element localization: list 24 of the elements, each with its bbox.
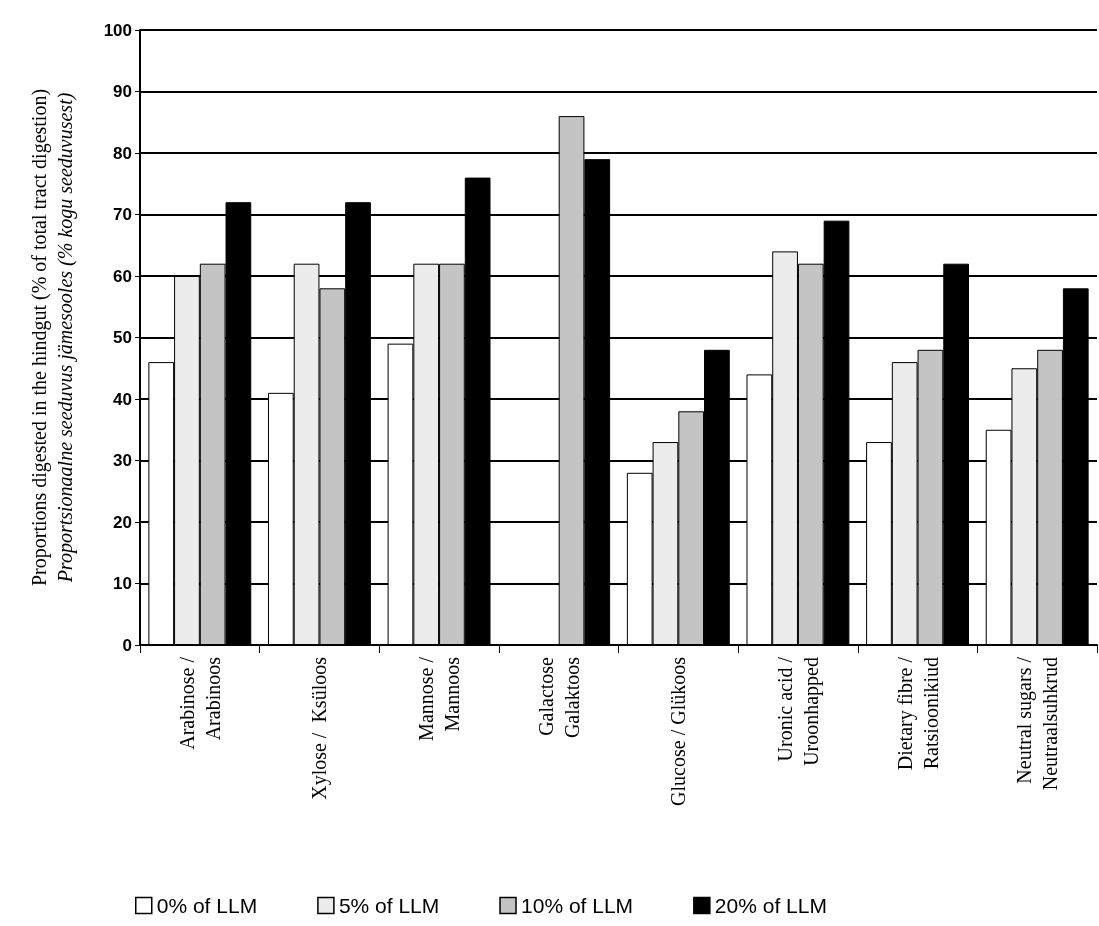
legend-label: 20% of LLM xyxy=(714,894,827,917)
x-tick-label: Glucose / Glükoos xyxy=(667,656,690,806)
y-tick-label: 50 xyxy=(113,328,132,347)
x-tick-label: Galactose Galaktoos xyxy=(534,656,583,739)
y-tick-label: 60 xyxy=(113,266,132,286)
y-tick-label: 70 xyxy=(113,205,132,224)
y-tick-label: 20 xyxy=(113,512,132,532)
y-axis-title: Proportions digested in the hindgut (% of total tract digestion) Proportsionaalne seeduvus jämesooles (% kogu seeduvusest) xyxy=(28,88,77,587)
y-tick-label: 10 xyxy=(113,574,132,593)
y-tick-label: 100 xyxy=(103,20,132,40)
y-tick-label: 0 xyxy=(122,635,132,655)
x-tick-label: Xylose / Ksüloos xyxy=(308,656,332,800)
x-tick-label: Arabinose / Arabinoos xyxy=(175,656,224,750)
x-tick-label: Dietary fibre / Ratsioonikiud xyxy=(893,656,942,771)
legend-label: 0% of LLM xyxy=(156,894,258,917)
x-tick-label: Uronic acid / Uroonhapped xyxy=(773,656,823,766)
y-tick-label: 40 xyxy=(113,389,132,409)
y-tick-label: 30 xyxy=(113,451,132,470)
y-tick-label: 90 xyxy=(113,82,132,101)
legend-label: 10% of LLM xyxy=(521,894,634,917)
legend-label: 5% of LLM xyxy=(338,894,440,917)
x-tick-label: Mannose / Mannoos xyxy=(415,656,464,741)
x-tick-label: Neutral sugars / Neutraalsuhkrud xyxy=(1013,656,1062,791)
y-tick-label: 80 xyxy=(113,143,132,163)
